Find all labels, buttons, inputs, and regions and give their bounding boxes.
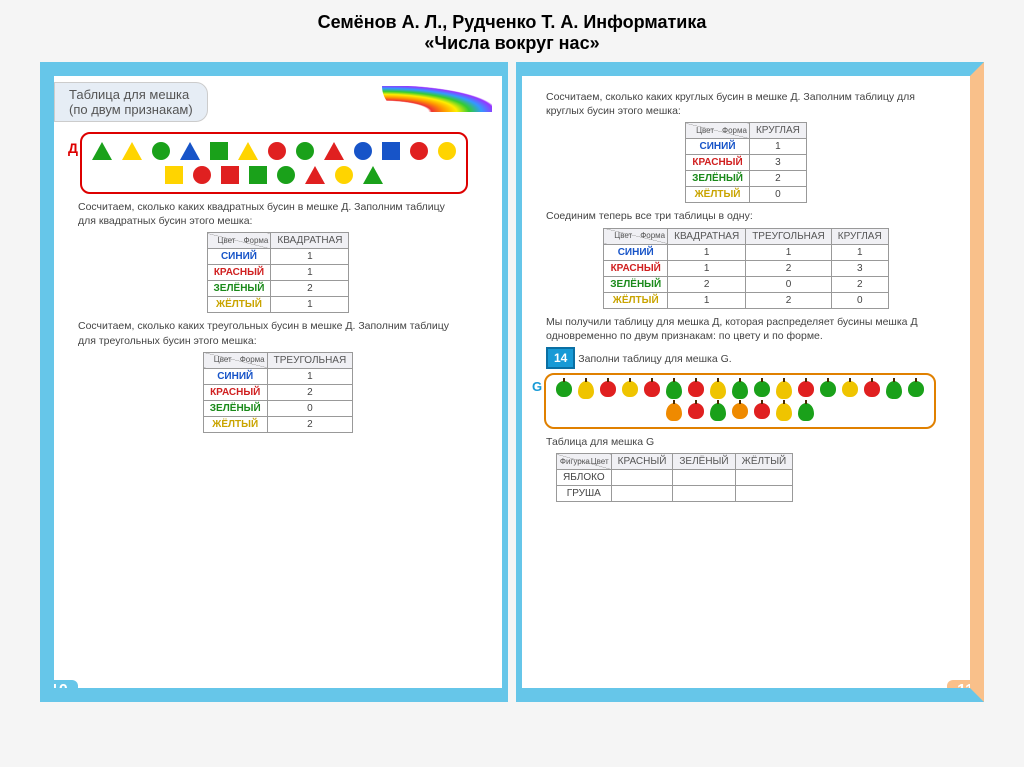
rainbow-icon — [382, 86, 492, 112]
bag-label: Д — [68, 140, 78, 156]
task-number-badge: 14 — [546, 347, 575, 369]
task-text: Заполни таблицу для мешка G. — [578, 353, 731, 365]
para-summary: Мы получили таблицу для мешка Д, которая… — [546, 315, 926, 343]
page-right: Сосчитаем, сколько каких круглых бусин в… — [516, 62, 984, 702]
slide-title: Семёнов А. Л., Рудченко Т. А. Информатик… — [0, 0, 1024, 62]
para-triangles: Сосчитаем, сколько каких треугольных бус… — [78, 319, 458, 347]
section-header: Таблица для мешка (по двум признакам) — [54, 82, 208, 122]
para-squares: Сосчитаем, сколько каких квадратных буси… — [78, 200, 458, 228]
page-left: Таблица для мешка (по двум признакам) Д … — [40, 62, 508, 702]
page-number-right: 11 — [947, 680, 984, 702]
para-combine: Соединим теперь все три таблицы в одну: — [546, 209, 926, 223]
fruit-grid — [552, 381, 928, 421]
fruit-bag-g: G — [544, 373, 936, 429]
book-spread: Таблица для мешка (по двум признакам) Д … — [0, 62, 1024, 702]
title-line2: «Числа вокруг нас» — [0, 33, 1024, 54]
table-combined: Цвет Форма КВАДРАТНАЯТРЕУГОЛЬНАЯКРУГЛАЯ … — [603, 228, 888, 309]
table-triangles: Цвет ФормаТРЕУГОЛЬНАЯ СИНИЙ1 КРАСНЫЙ2 ЗЕ… — [203, 352, 353, 433]
shapes-grid — [92, 142, 456, 184]
task-14: 14 Заполни таблицу для мешка G. — [546, 347, 926, 369]
table-circles: Цвет ФормаКРУГЛАЯ СИНИЙ1 КРАСНЫЙ3 ЗЕЛЁНЫ… — [685, 122, 807, 203]
title-line1: Семёнов А. Л., Рудченко Т. А. Информатик… — [0, 12, 1024, 33]
table-g-row: Таблица для мешка G — [546, 435, 926, 449]
table-g-caption: Таблица для мешка G — [546, 436, 654, 448]
page-number-left: 10 — [40, 680, 78, 702]
bag-g-label: G — [532, 379, 542, 394]
table-g: Фигурка Цвет КРАСНЫЙЗЕЛЁНЫЙЖЁЛТЫЙ ЯБЛОКО… — [556, 453, 793, 502]
bead-bag-d: Д — [80, 132, 468, 194]
para-circles: Сосчитаем, сколько каких круглых бусин в… — [546, 90, 926, 118]
table-squares: Цвет ФормаКВАДРАТНАЯ СИНИЙ1 КРАСНЫЙ1 ЗЕЛ… — [207, 232, 350, 313]
